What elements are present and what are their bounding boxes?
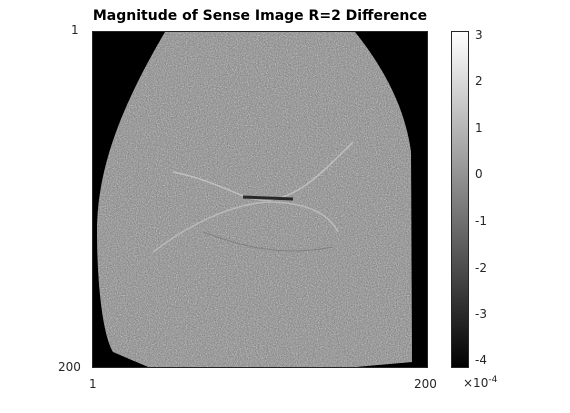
exponent-power: -4 (488, 375, 498, 385)
colorbar-tick-label: 1 (475, 121, 483, 135)
colorbar-tick-label: 2 (475, 74, 483, 88)
y-tick-label-top: 1 (71, 23, 79, 37)
x-tick-label-right: 200 (414, 377, 437, 391)
image-axes (92, 31, 428, 368)
colorbar-tick-label: -2 (475, 261, 487, 275)
colorbar-tick-label: -4 (475, 353, 487, 367)
colorbar-gradient (452, 32, 468, 367)
colorbar-tick-label: -1 (475, 214, 487, 228)
colorbar (451, 31, 469, 368)
x-tick-label-left: 1 (89, 377, 97, 391)
colorbar-exponent: ×10-4 (463, 375, 497, 390)
y-tick-label-bottom: 200 (58, 360, 81, 374)
figure-title: Magnitude of Sense Image R=2 Difference (92, 8, 428, 24)
mri-difference-image (93, 32, 427, 367)
colorbar-tick-label: 0 (475, 167, 483, 181)
colorbar-tick-label: 3 (475, 28, 483, 42)
exponent-base: ×10 (463, 376, 489, 390)
colorbar-tick-label: -3 (475, 307, 487, 321)
